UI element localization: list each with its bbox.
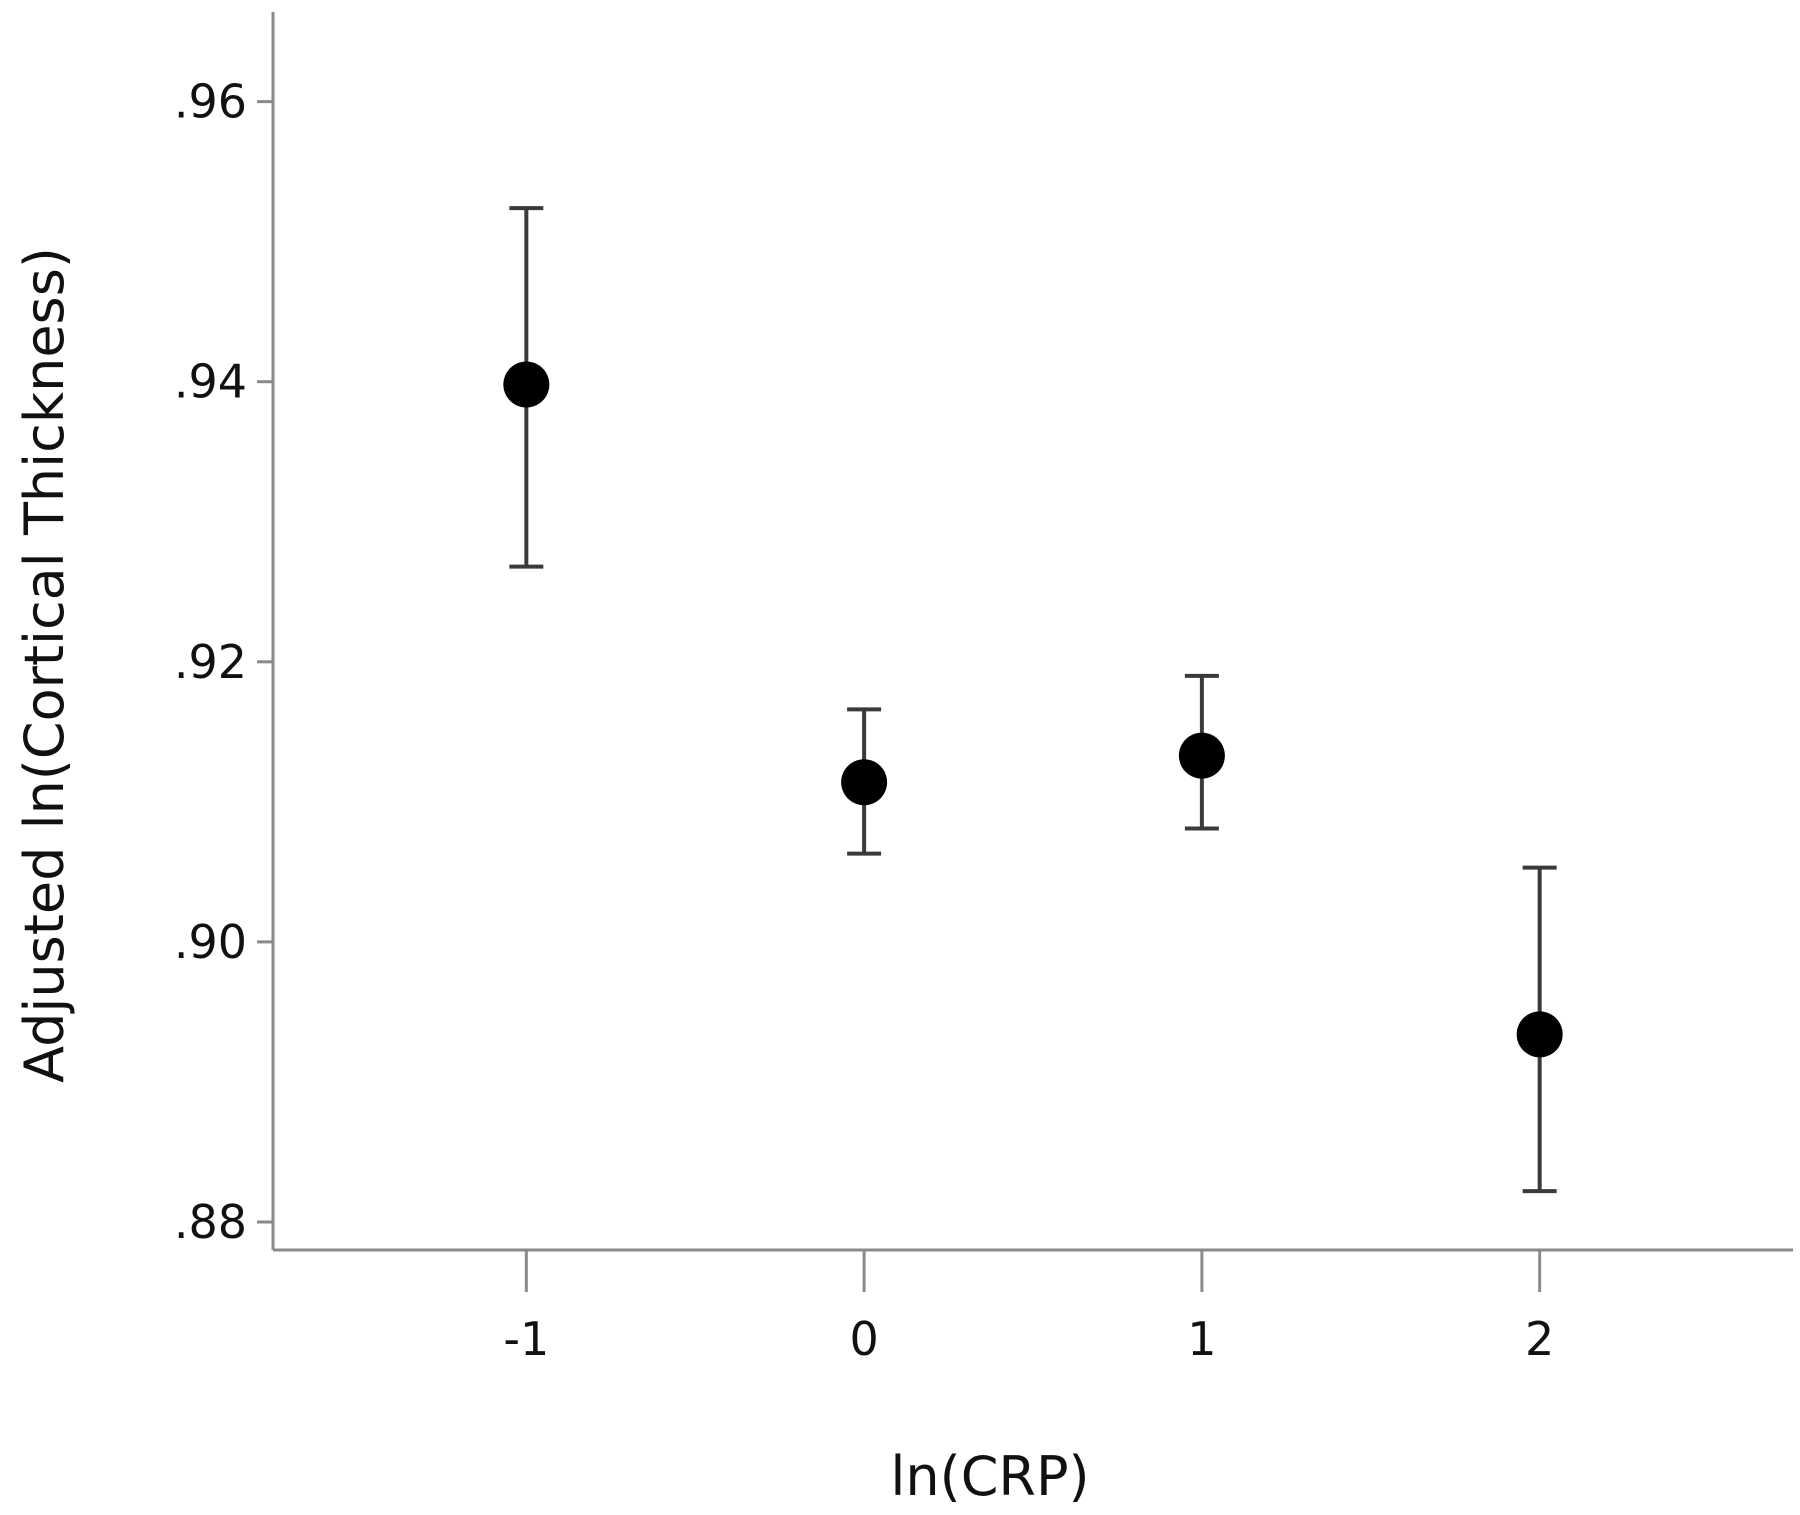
x-tick-label: 0 (849, 1312, 878, 1366)
y-tick-label: .88 (174, 1195, 247, 1249)
x-tick-label: 1 (1187, 1312, 1216, 1366)
data-point (1516, 1011, 1563, 1058)
y-tick-label: .92 (174, 635, 247, 689)
x-tick-label: -1 (503, 1312, 549, 1366)
y-axis-title: Adjusted ln(Cortical Thickness) (13, 247, 76, 1083)
y-tick-label: .96 (174, 75, 247, 129)
error-bars (509, 206, 1557, 1194)
data-point (841, 759, 888, 806)
data-points (503, 361, 1563, 1058)
y-tick-label: .90 (174, 915, 247, 969)
x-axis: -1 0 1 2 (273, 1248, 1793, 1366)
x-axis-title: ln(CRP) (890, 1445, 1089, 1508)
y-axis: .88 .90 .92 .94 .96 (174, 12, 275, 1250)
y-tick-label: .94 (174, 355, 247, 409)
x-tick-label: 2 (1525, 1312, 1554, 1366)
data-point (1178, 732, 1225, 779)
data-point (503, 361, 550, 408)
